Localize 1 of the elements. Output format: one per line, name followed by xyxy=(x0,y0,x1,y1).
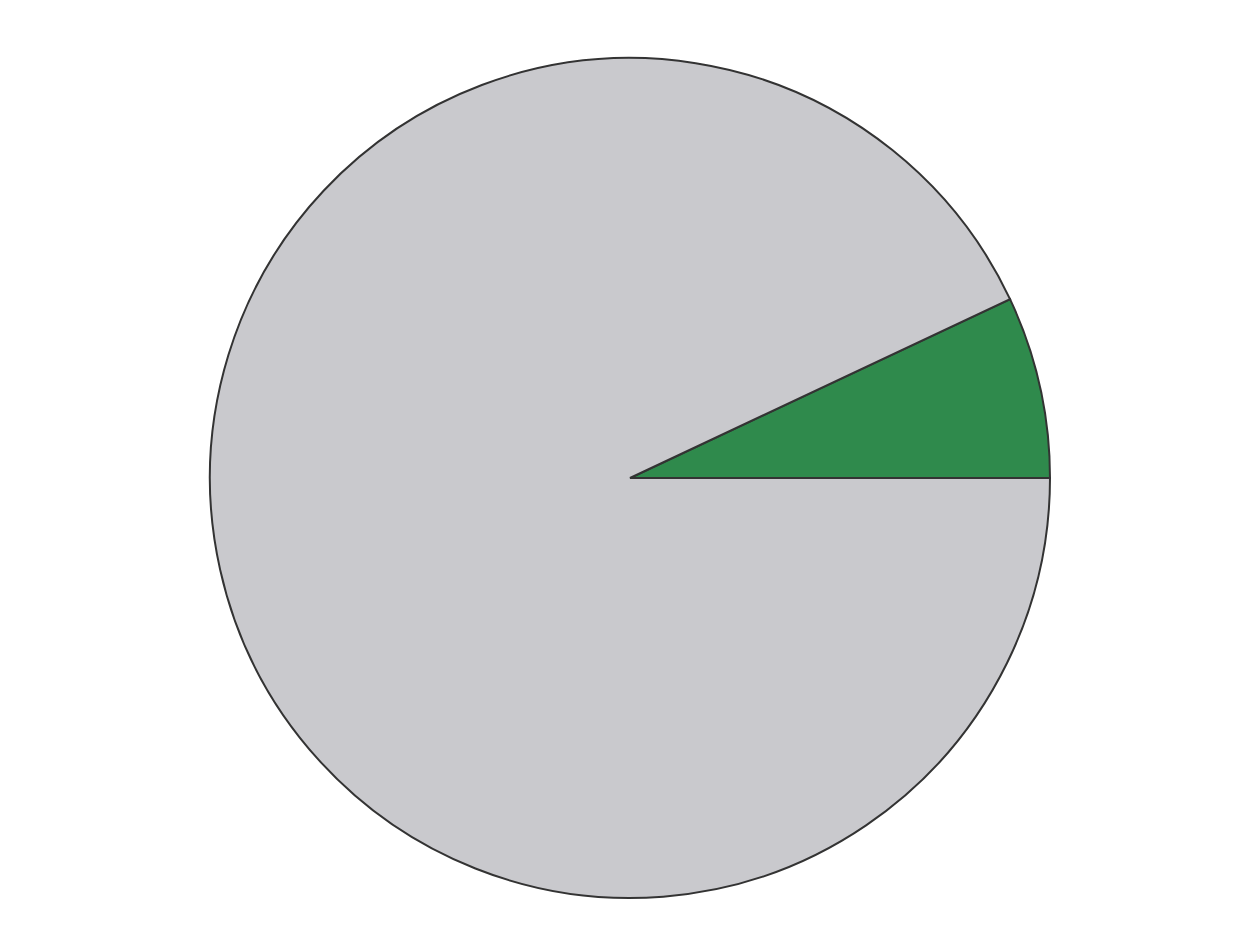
pie-slice xyxy=(209,57,1051,899)
